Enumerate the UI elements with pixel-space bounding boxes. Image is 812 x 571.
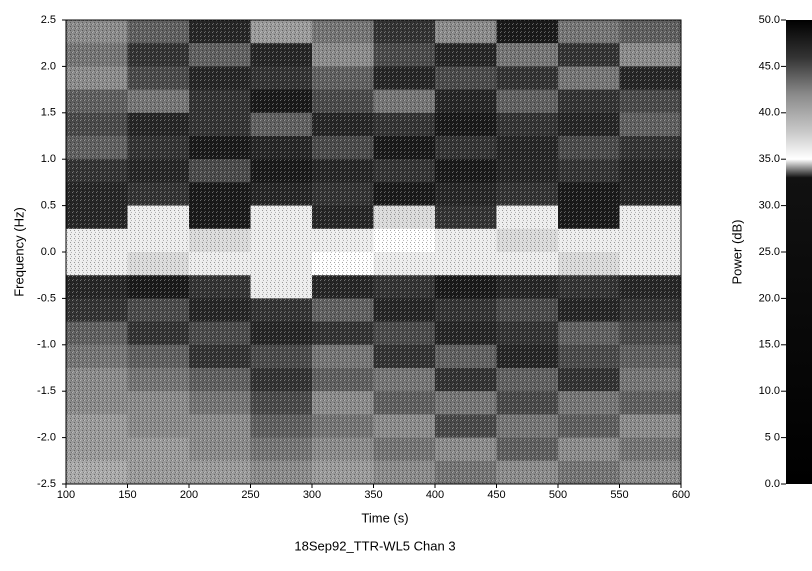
colorbar-tick-label: 15.0 [759,339,780,351]
colorbar-tick-label: 20.0 [759,292,780,304]
y-tick-label: -1.0 [37,339,56,351]
colorbar-label: Power (dB) [729,219,744,284]
texture [66,20,681,484]
y-tick-label: -1.5 [37,385,56,397]
x-tick-label: 250 [241,489,259,501]
x-tick-label: 200 [180,489,198,501]
colorbar-tick-label: 30.0 [759,200,780,212]
colorbar-tick-label: 10.0 [759,385,780,397]
y-tick-label: 1.0 [41,153,56,165]
y-axis-label: Frequency (Hz) [11,207,26,297]
y-tick-label: 0.5 [41,200,56,212]
colorbar-tick-label: 35.0 [759,153,780,165]
y-tick-label: 1.5 [41,107,56,119]
colorbar-tick-label: 40.0 [759,107,780,119]
x-tick-label: 450 [487,489,505,501]
x-tick-label: 500 [549,489,567,501]
y-tick-label: 2.5 [41,14,56,26]
x-tick-label: 600 [672,489,690,501]
colorbar-tick-label: 25.0 [759,246,780,258]
x-tick-label: 350 [364,489,382,501]
x-tick-label: 550 [610,489,628,501]
y-tick-label: 0.0 [41,246,56,258]
x-tick-label: 100 [57,489,75,501]
colorbar-tick-label: 5 0 [765,432,780,444]
colorbar [786,20,812,484]
chart-title: 18Sep92_TTR-WL5 Chan 3 [294,538,455,553]
colorbar-tick-label: 45.0 [759,60,780,72]
y-tick-label: 2.0 [41,60,56,72]
x-tick-label: 300 [303,489,321,501]
x-tick-label: 400 [426,489,444,501]
y-tick-label: -2.5 [37,478,56,490]
colorbar-tick-label: 50.0 [759,14,780,26]
colorbar-tick-label: 0.0 [765,478,780,490]
y-tick-label: -0.5 [37,292,56,304]
y-tick-label: -2.0 [37,432,56,444]
x-tick-label: 150 [118,489,136,501]
x-axis-label: Time (s) [361,510,408,525]
